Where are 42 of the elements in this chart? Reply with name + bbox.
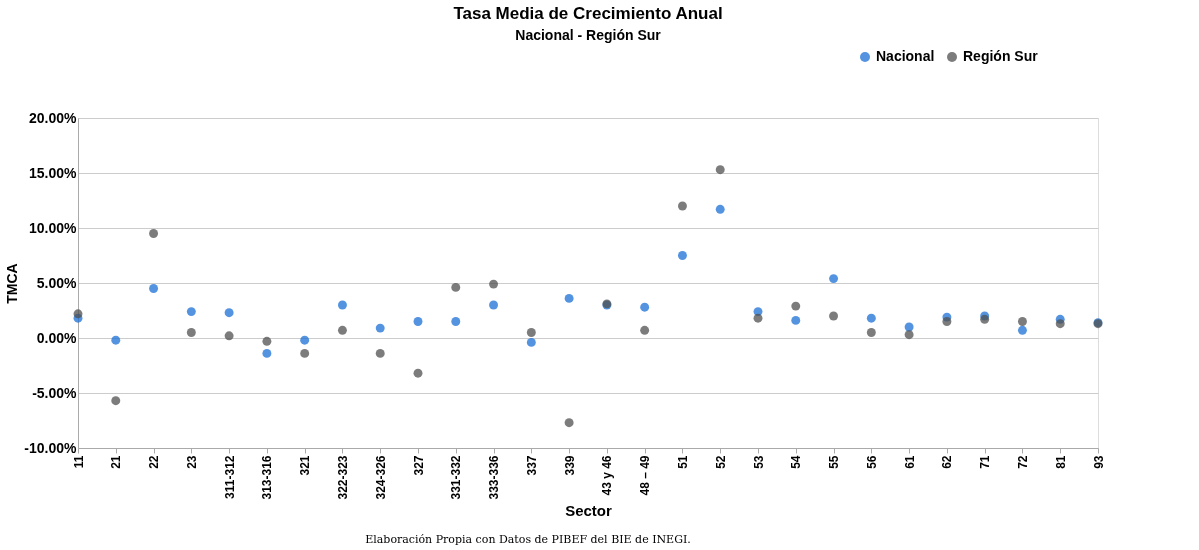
x-tick-label: 56 [864,455,879,469]
x-tick-label: 53 [751,455,766,469]
x-tick-label: 21 [109,455,124,469]
x-tick-label: 339 [562,455,577,476]
x-axis-title: Sector [565,501,612,519]
y-tick-label: 0.00% [36,329,78,346]
x-tick-label: 22 [147,455,162,469]
x-tick-label: 81 [1053,455,1068,469]
y-tick-label: -10.00% [24,439,78,456]
y-tick-label: 10.00% [29,219,78,236]
x-tick-label: 23 [184,455,199,469]
y-tick-label: 15.00% [29,164,78,181]
x-tick-label: 333-336 [487,455,502,500]
x-tick-label: 55 [827,455,842,469]
legend-label: Nacional [876,48,935,64]
x-tick-label: 54 [789,455,804,469]
text: Elaboración Propia con Datos de PIBEF del BIE de INEGI. [365,533,691,546]
legend-label: Región Sur [963,48,1039,64]
chart-title: Tasa Media de Crecimiento Anual [453,4,723,23]
x-tick-label: 52 [713,455,728,469]
x-tick-label: 51 [675,455,690,469]
x-tick-label: 62 [940,455,955,469]
x-tick-label: 71 [978,455,993,469]
x-tick-label: 311-312 [222,455,237,499]
x-tick-label: 327 [411,455,426,476]
x-tick-label: 337 [524,455,539,476]
x-tick-label: 313-316 [260,455,275,500]
x-tick-label: 11 [71,455,86,469]
x-tick-label: 93 [1091,455,1106,469]
y-axis-title: TMCA [4,263,21,304]
x-tick-label: 48 – 49 [638,455,653,496]
x-tick-label: 324-326 [373,455,388,500]
x-tick-label: 322-323 [335,455,350,500]
x-tick-label: 43 y 46 [600,455,615,496]
y-tick-label: 20.00% [29,109,78,126]
x-tick-label: 321 [298,455,313,476]
x-tick-label: 61 [902,455,917,469]
y-tick-label: 5.00% [36,274,78,291]
x-tick-label: 72 [1015,455,1030,469]
chart-subtitle: Nacional - Región Sur [515,27,662,43]
x-tick-label: 331-332 [449,455,464,500]
y-tick-label: -5.00% [32,384,78,401]
